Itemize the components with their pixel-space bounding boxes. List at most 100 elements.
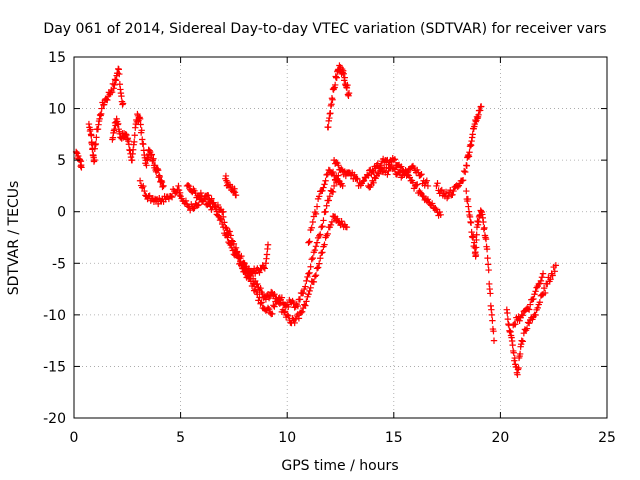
data-point-fill xyxy=(504,309,511,317)
data-point-fill xyxy=(327,110,334,117)
series-track-i xyxy=(232,241,272,280)
data-point-fill xyxy=(227,232,234,239)
data-point-fill xyxy=(423,177,431,184)
x-tick-label: 5 xyxy=(176,430,185,446)
data-point xyxy=(450,187,457,195)
data-point-fill xyxy=(323,171,330,179)
data-point-fill xyxy=(139,184,146,191)
data-point-fill xyxy=(270,292,277,299)
data-point xyxy=(527,301,534,308)
data-point xyxy=(480,218,487,226)
data-point-fill xyxy=(388,161,395,169)
data-point xyxy=(258,299,265,306)
data-point-fill xyxy=(459,177,467,184)
data-point-fill xyxy=(88,132,95,139)
data-point-fill xyxy=(212,203,219,210)
data-point-fill xyxy=(276,300,283,307)
data-point-fill xyxy=(242,266,249,273)
data-point xyxy=(490,337,498,344)
series-track-c xyxy=(109,110,167,191)
data-point-fill xyxy=(516,350,524,358)
data-point-fill xyxy=(115,120,122,128)
data-point-fill xyxy=(261,265,269,272)
data-point xyxy=(78,164,85,171)
data-point-fill xyxy=(510,349,517,356)
data-point-fill xyxy=(214,212,222,219)
data-point-fill xyxy=(464,195,472,203)
data-point-fill xyxy=(221,219,228,226)
data-point-fill xyxy=(417,189,424,196)
data-point xyxy=(518,337,525,344)
data-point-fill xyxy=(472,244,480,251)
data-point-fill xyxy=(340,70,347,77)
data-point-fill xyxy=(155,167,162,174)
data-point-fill xyxy=(319,223,326,230)
data-point-fill xyxy=(256,294,263,301)
data-point-fill xyxy=(302,302,309,309)
data-point xyxy=(488,311,496,319)
data-point xyxy=(284,311,291,319)
data-point xyxy=(266,293,274,300)
series-track-q xyxy=(509,270,547,329)
data-point-fill xyxy=(537,277,545,285)
data-point-fill xyxy=(131,132,138,139)
data-point-fill xyxy=(295,315,303,322)
data-point xyxy=(309,254,316,262)
data-point xyxy=(111,81,118,89)
data-point-fill xyxy=(328,101,335,108)
data-point xyxy=(313,203,321,210)
data-point-fill xyxy=(449,191,456,198)
data-point xyxy=(437,211,444,219)
y-tick-label: 5 xyxy=(57,153,66,169)
series-track-a xyxy=(72,148,85,171)
data-point-fill xyxy=(247,272,255,280)
data-point-fill xyxy=(294,302,302,310)
data-point-fill xyxy=(436,208,443,216)
data-point-fill xyxy=(208,195,215,202)
data-point-fill xyxy=(304,273,311,281)
data-point-fill xyxy=(489,317,496,324)
data-point-fill xyxy=(438,186,445,194)
data-point xyxy=(143,162,150,169)
x-tick-label: 15 xyxy=(385,430,403,446)
data-point-fill xyxy=(333,172,340,179)
data-point-fill xyxy=(334,215,341,222)
data-point-fill xyxy=(370,179,377,187)
plot-frame xyxy=(73,56,608,419)
data-point xyxy=(469,131,476,138)
data-point xyxy=(335,162,342,169)
data-point-fill xyxy=(320,184,327,191)
data-point-fill xyxy=(490,328,497,335)
data-point-fill xyxy=(312,210,320,218)
series-track-b xyxy=(85,65,127,165)
y-axis-label: SDTVAR / TECUs xyxy=(6,181,22,296)
data-point-fill xyxy=(299,289,307,297)
data-point-fill xyxy=(128,157,136,164)
data-point-fill xyxy=(182,197,190,205)
data-point-fill xyxy=(391,166,399,173)
data-point-fill xyxy=(319,249,326,256)
data-point-fill xyxy=(310,278,318,286)
series-track-d xyxy=(136,177,227,216)
series-track-p xyxy=(503,262,560,378)
data-point-fill xyxy=(110,85,117,92)
data-point-fill xyxy=(324,230,331,238)
data-point-fill xyxy=(344,81,351,89)
data-point xyxy=(399,172,406,179)
data-point-fill xyxy=(547,276,554,283)
data-point-fill xyxy=(233,252,241,260)
data-point-fill xyxy=(311,273,319,280)
data-point-fill xyxy=(100,101,108,108)
data-point-fill xyxy=(525,306,533,313)
data-point-fill xyxy=(248,269,256,276)
data-point-fill xyxy=(321,181,328,188)
data-point-fill xyxy=(315,260,323,267)
data-point-fill xyxy=(331,81,339,89)
data-point xyxy=(136,115,144,123)
data-point-fill xyxy=(122,131,129,138)
data-point-fill xyxy=(306,287,313,295)
data-point-fill xyxy=(466,149,473,156)
data-point-fill xyxy=(234,251,242,259)
data-point-fill xyxy=(131,138,138,146)
data-point-fill xyxy=(140,140,147,148)
